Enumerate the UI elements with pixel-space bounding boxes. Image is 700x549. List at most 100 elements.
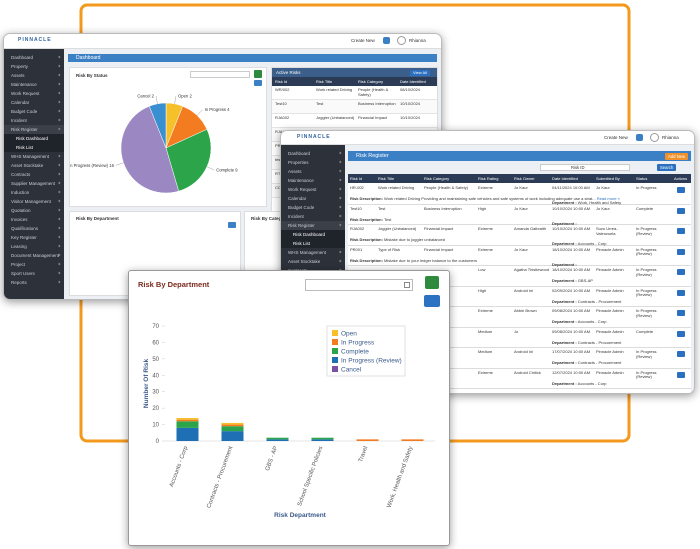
add-new-button[interactable]: Add New — [665, 152, 688, 160]
pie-label-name: Open — [178, 93, 189, 98]
row-divider — [272, 100, 437, 114]
sidebar-item[interactable]: Incident — [4, 116, 64, 125]
sidebar-item[interactable]: Budget Code — [4, 107, 64, 116]
sidebar-item[interactable]: Invoices — [4, 215, 64, 224]
edit-button[interactable] — [677, 371, 685, 378]
chevron — [57, 181, 61, 185]
sidebar-item[interactable]: Properties — [281, 158, 345, 167]
description-text: Work related Driving Providing and maint… — [384, 196, 596, 201]
pie-label-value: 9 — [235, 168, 238, 173]
edit-button[interactable] — [677, 187, 685, 193]
department-label: Department : — [552, 200, 577, 205]
table-cell: Extreme — [478, 226, 493, 231]
edit-button[interactable] — [677, 248, 685, 255]
sidebar-item[interactable]: Dashboard — [281, 149, 345, 158]
sidebar-item[interactable]: Dashboard — [4, 53, 64, 62]
avatar[interactable] — [397, 36, 406, 45]
search-button[interactable]: Search — [657, 164, 677, 171]
edit-button[interactable] — [677, 310, 685, 316]
refresh-button[interactable] — [228, 222, 236, 228]
export-excel-button[interactable] — [425, 276, 439, 289]
chevron — [57, 64, 61, 68]
sidebar-item[interactable]: Key Register — [4, 233, 64, 242]
chevron — [57, 244, 61, 248]
filter-select[interactable]: Risk ID — [540, 164, 630, 171]
sidebar-item[interactable]: Risk Dashboard — [4, 134, 64, 143]
y-tick-label: 30 — [152, 390, 159, 396]
notification-icon[interactable] — [636, 134, 643, 141]
create-new[interactable]: Create New — [604, 135, 628, 140]
chevron — [338, 160, 342, 164]
edit-button[interactable] — [677, 228, 685, 234]
risk-by-department-window: Risk By Department 0 10 20 30 40 50 60 70 Number … — [128, 270, 450, 546]
sidebar-item[interactable]: Asset Stocktake — [281, 257, 345, 266]
user-name[interactable]: Rhianna — [409, 38, 426, 43]
avatar[interactable] — [650, 133, 659, 142]
chevron — [57, 91, 61, 95]
sidebar-item[interactable]: Risk Dashboard — [281, 230, 345, 239]
table-cell: In Progress (Review) — [636, 226, 657, 236]
table-cell: Amanda Galbraith — [514, 226, 547, 231]
sidebar-item[interactable]: Visitor Management — [4, 197, 64, 206]
edit-button[interactable] — [677, 289, 685, 296]
sidebar-item[interactable]: Risk Register — [4, 125, 64, 134]
refresh-button[interactable] — [424, 295, 440, 307]
sidebar-item[interactable]: Asset Stocktake — [4, 161, 64, 170]
leader-line — [174, 95, 177, 104]
edit-button[interactable] — [677, 207, 685, 214]
table-cell: Extreme — [478, 246, 493, 252]
export-button[interactable] — [254, 70, 262, 78]
create-new[interactable]: Create New — [351, 38, 375, 43]
calendar-icon[interactable] — [404, 282, 410, 288]
sidebar-item[interactable]: Budget Code — [281, 203, 345, 212]
department-label: Department : — [552, 278, 577, 283]
sidebar-item[interactable]: Property — [4, 62, 64, 71]
sidebar-item[interactable]: Assets — [281, 167, 345, 176]
sidebar-item[interactable]: Work Request — [281, 185, 345, 194]
search-input[interactable] — [190, 71, 250, 78]
edit-button[interactable] — [677, 330, 685, 337]
department-label: Department : — [552, 319, 577, 324]
view-all-button[interactable]: View All — [410, 69, 430, 76]
edit-button[interactable] — [677, 269, 685, 275]
edit-button[interactable] — [677, 351, 685, 357]
sidebar-item[interactable]: Qualifications — [4, 224, 64, 233]
sidebar-item[interactable]: Project — [4, 260, 64, 269]
search-input[interactable] — [305, 279, 413, 291]
sidebar-item[interactable]: Risk List — [281, 239, 345, 248]
sidebar-item[interactable]: WHS Management — [4, 152, 64, 161]
sidebar-item[interactable]: Sport Users — [4, 269, 64, 278]
sidebar-item[interactable]: Quotation — [4, 206, 64, 215]
chevron — [57, 235, 61, 239]
sidebar-item[interactable]: Risk List — [4, 143, 64, 152]
sidebar-item[interactable]: Calendar — [281, 194, 345, 203]
sidebar-item[interactable]: Contracts — [4, 170, 64, 179]
read-more-link[interactable]: Read more » — [596, 196, 620, 201]
sidebar-item[interactable]: WHS Management — [281, 248, 345, 257]
sidebar-item[interactable]: Incident — [281, 212, 345, 221]
user-name[interactable]: Rhianna — [662, 135, 679, 140]
sidebar-item[interactable]: Document Management — [11, 253, 61, 258]
sidebar-item[interactable]: Assets — [4, 71, 64, 80]
bar-segment — [311, 439, 334, 441]
chevron — [57, 190, 61, 194]
panel-title: Risk By Department — [76, 216, 119, 221]
column-header: Risk Id — [350, 176, 363, 181]
sidebar-item[interactable]: Supplier Management — [4, 179, 64, 188]
chevron — [338, 187, 342, 191]
sidebar-item[interactable]: Leasing — [4, 242, 64, 251]
sidebar-item[interactable]: Calendar — [4, 98, 64, 107]
sidebar-item[interactable]: Reports — [4, 278, 64, 287]
notification-icon[interactable] — [383, 37, 390, 44]
sidebar-item[interactable]: Risk Register — [281, 221, 345, 230]
sidebar-item[interactable]: Maintenance — [4, 80, 64, 89]
row-divider — [348, 328, 691, 348]
refresh-button[interactable] — [254, 80, 262, 86]
table-cell: 18/10/2024 10:00 AM — [552, 267, 591, 272]
table-cell: Pinnacle Admin — [596, 287, 624, 293]
table-cell: In Progress (Review) — [636, 308, 657, 318]
sidebar-item[interactable]: Induction — [4, 188, 64, 197]
sidebar-item[interactable]: Maintenance — [281, 176, 345, 185]
sidebar-item[interactable]: Work Request — [4, 89, 64, 98]
table-cell: People (Health & Safety) — [358, 87, 389, 97]
